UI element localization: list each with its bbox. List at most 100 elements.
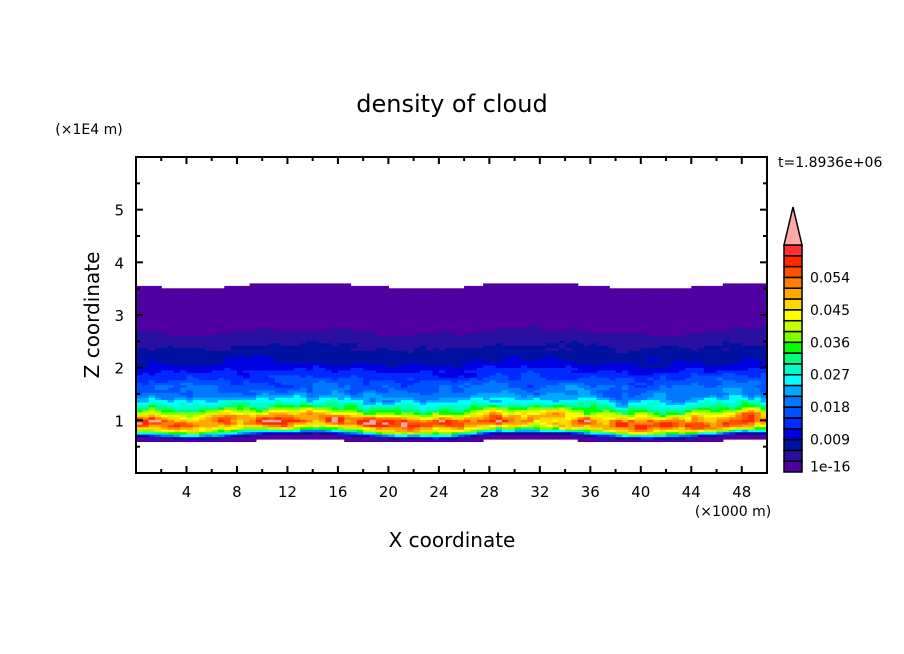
density-cell	[274, 340, 282, 344]
density-cell	[268, 350, 276, 354]
density-cell	[199, 330, 206, 334]
density-cell	[199, 350, 206, 354]
density-cell	[167, 409, 175, 413]
density-cell	[274, 337, 282, 341]
density-cell	[647, 411, 654, 415]
density-cell	[514, 377, 522, 381]
density-cell	[394, 327, 402, 331]
density-cell	[356, 387, 364, 391]
density-cell	[685, 377, 692, 381]
density-cell	[281, 322, 288, 326]
density-cell	[546, 367, 554, 371]
density-cell	[306, 387, 314, 391]
density-cell	[199, 377, 206, 381]
density-cell	[558, 322, 566, 326]
density-cell	[173, 424, 181, 428]
density-cell	[148, 377, 156, 381]
density-cell	[615, 392, 623, 396]
density-cell	[262, 345, 270, 349]
density-cell	[293, 409, 301, 413]
density-cell	[199, 424, 206, 428]
density-cell	[344, 426, 352, 430]
density-cell	[672, 429, 680, 433]
density-cell	[306, 392, 314, 396]
density-cell	[685, 335, 692, 339]
density-cell	[678, 404, 686, 408]
density-cell	[451, 401, 459, 405]
density-cell	[293, 421, 301, 425]
density-cell	[666, 355, 673, 359]
density-cell	[337, 347, 345, 351]
density-cell	[628, 431, 636, 435]
density-cell	[319, 355, 326, 359]
density-cell	[331, 392, 339, 396]
density-cell	[407, 438, 415, 442]
density-cell	[729, 424, 736, 428]
density-cell	[419, 406, 427, 410]
density-cell	[375, 421, 383, 425]
density-cell	[634, 318, 642, 322]
density-cell	[546, 399, 554, 403]
density-cell	[539, 411, 547, 415]
density-cell	[382, 416, 389, 420]
density-cell	[350, 320, 358, 324]
density-cell	[281, 345, 288, 349]
density-cell	[306, 364, 314, 368]
density-cell	[703, 394, 711, 398]
density-cell	[173, 421, 181, 425]
density-cell	[331, 355, 339, 359]
density-cell	[697, 434, 705, 438]
density-cell	[464, 392, 471, 396]
density-cell	[293, 379, 301, 383]
density-cell	[344, 389, 352, 393]
density-cell	[678, 424, 686, 428]
density-cell	[697, 411, 705, 415]
density-cell	[211, 438, 219, 442]
density-cell	[426, 345, 434, 349]
density-cell	[407, 337, 415, 341]
density-cell	[546, 372, 554, 376]
density-cell	[628, 325, 636, 329]
density-cell	[154, 409, 162, 413]
density-cell	[558, 399, 566, 403]
density-cell	[691, 379, 699, 383]
density-cell	[192, 359, 200, 363]
density-cell	[457, 342, 465, 346]
density-cell	[426, 424, 434, 428]
density-cell	[388, 392, 396, 396]
density-cell	[741, 318, 749, 322]
density-cell	[527, 419, 535, 423]
density-cell	[180, 322, 188, 326]
density-cell	[142, 345, 150, 349]
density-cell	[615, 362, 623, 366]
density-cell	[722, 419, 730, 423]
density-cell	[571, 431, 579, 435]
density-cell	[748, 374, 755, 378]
density-cell	[413, 392, 421, 396]
density-cell	[388, 352, 396, 356]
density-cell	[552, 345, 560, 349]
density-cell	[161, 327, 169, 331]
density-cell	[161, 372, 169, 376]
density-cell	[337, 327, 345, 331]
density-cell	[148, 337, 156, 341]
density-cell	[243, 345, 251, 349]
density-cell	[388, 364, 396, 368]
density-cell	[388, 436, 396, 440]
density-cell	[602, 404, 610, 408]
density-cell	[325, 424, 333, 428]
density-cell	[237, 372, 244, 376]
density-cell	[489, 372, 497, 376]
density-cell	[148, 345, 156, 349]
density-cell	[199, 337, 206, 341]
density-cell	[331, 401, 339, 405]
density-cell	[413, 379, 421, 383]
density-cell	[205, 389, 213, 393]
density-cell	[577, 337, 585, 341]
density-cell	[344, 419, 352, 423]
density-cell	[426, 401, 434, 405]
density-cell	[337, 367, 345, 371]
density-cell	[154, 355, 162, 359]
density-cell	[369, 374, 377, 378]
density-cell	[262, 359, 270, 363]
